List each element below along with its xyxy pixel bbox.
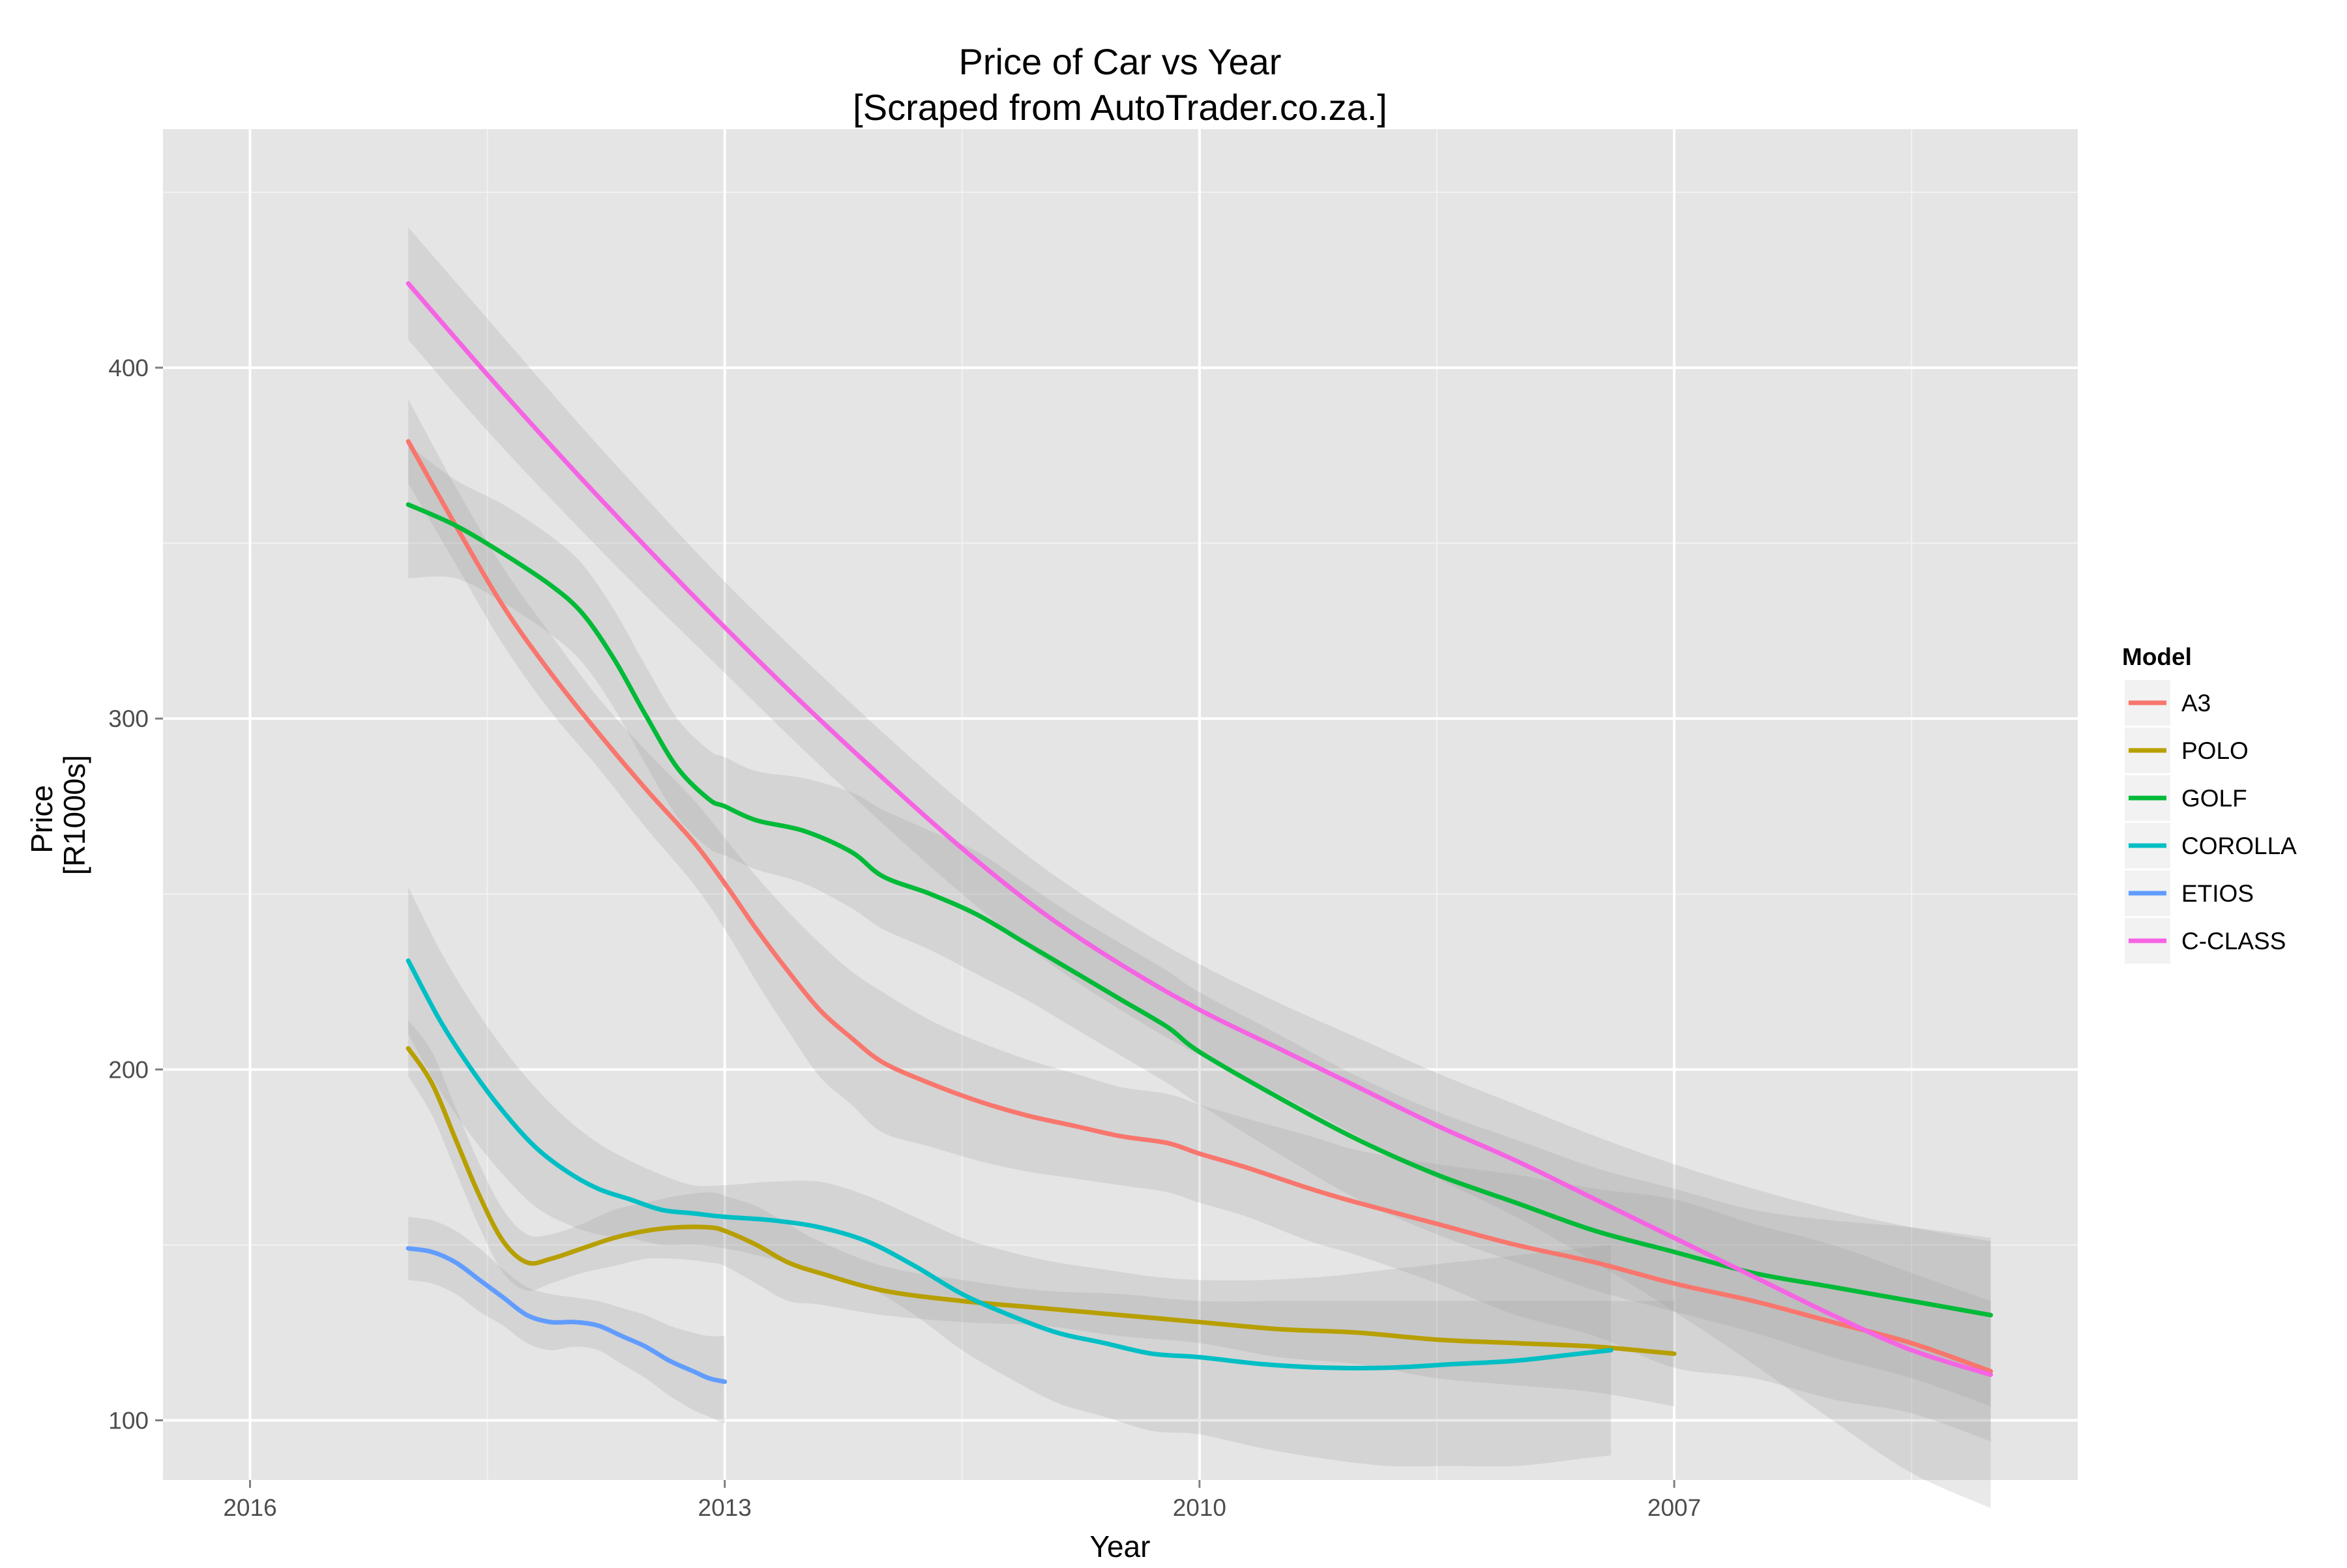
confidence-band-golf (408, 445, 1991, 1406)
confidence-band-c-class (408, 227, 1991, 1509)
y-tick-label: 300 (108, 705, 149, 732)
grid-minor (163, 129, 2078, 1480)
legend-label-c-class: C-CLASS (2181, 928, 2286, 954)
x-tick-label: 2013 (698, 1494, 752, 1521)
y-axis-title-line-1: Price (25, 785, 59, 853)
y-tick-label: 200 (108, 1056, 149, 1083)
legend-label-a3: A3 (2181, 690, 2211, 717)
legend-label-polo: POLO (2181, 737, 2249, 764)
chart-subtitle: [Scraped from AutoTrader.co.za.] (853, 87, 1387, 128)
confidence-band-polo (408, 1020, 1675, 1406)
y-axis-title: Price [R1000s] (25, 755, 91, 875)
series-line-golf (406, 502, 1993, 1318)
legend: Model A3 POLO GOLF COROLLA ETIOS C-CLASS (2122, 643, 2297, 965)
series-line-corolla (406, 958, 1614, 1370)
series-line-polo (406, 1046, 1677, 1356)
series-line-a3 (406, 439, 1993, 1374)
plot-panel (163, 129, 2078, 1480)
legend-title: Model (2122, 643, 2192, 670)
confidence-band-corolla (408, 887, 1612, 1467)
y-tick-label: 400 (108, 355, 149, 381)
confidence-band-a3 (408, 399, 1991, 1442)
series-line-c-class (406, 281, 1993, 1377)
y-tick-label: 100 (108, 1408, 149, 1434)
x-axis-title: Year (1090, 1530, 1151, 1563)
x-tick-label: 2016 (223, 1494, 276, 1521)
legend-label-corolla: COROLLA (2181, 833, 2297, 859)
series-lines (406, 281, 1993, 1384)
legend-label-golf: GOLF (2181, 785, 2247, 812)
y-axis-ticks: 100 200 300 400 (108, 355, 163, 1434)
series-line-etios (406, 1246, 728, 1384)
legend-label-etios: ETIOS (2181, 880, 2254, 907)
x-tick-label: 2007 (1647, 1494, 1701, 1521)
x-axis-ticks: 2016 2013 2010 2007 (223, 1480, 1701, 1521)
x-tick-label: 2010 (1173, 1494, 1226, 1521)
y-axis-title-line-2: [R1000s] (57, 755, 91, 875)
chart-title: Price of Car vs Year (959, 41, 1282, 82)
